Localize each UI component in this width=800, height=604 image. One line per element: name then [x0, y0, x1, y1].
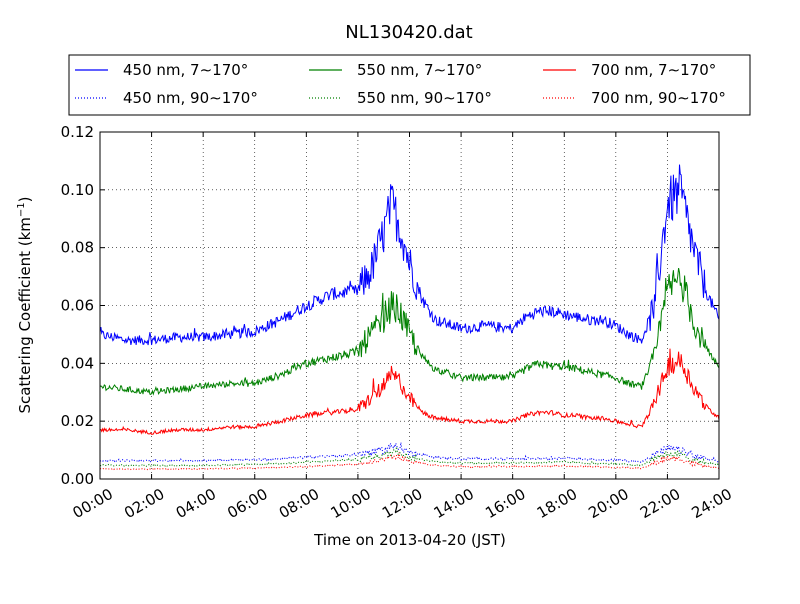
y-tick-label: 0.00 — [61, 470, 94, 488]
legend-label: 550 nm, 7∼170° — [357, 61, 482, 79]
legend-label: 550 nm, 90∼170° — [357, 89, 492, 107]
y-axis-label-text: Scattering Coefficient (km — [16, 217, 34, 413]
series-line-2 — [99, 267, 720, 396]
legend-label: 700 nm, 90∼170° — [591, 89, 726, 107]
legend-label: 450 nm, 7∼170° — [123, 61, 248, 79]
y-tick-label: 0.12 — [61, 123, 94, 141]
series-line-1 — [99, 164, 720, 346]
legend-box — [68, 54, 751, 116]
legend: 450 nm, 7∼170° 550 nm, 7∼170° 700 nm, 7∼17… — [68, 54, 751, 116]
plot-series — [99, 164, 720, 471]
legend-label: 700 nm, 7∼170° — [591, 61, 716, 79]
y-axis-label-close: ) — [16, 196, 34, 202]
series-line-3 — [99, 348, 720, 435]
y-tick-label: 0.02 — [61, 412, 94, 430]
y-tick-label: 0.10 — [61, 181, 94, 199]
chart-title: NL130420.dat — [345, 22, 472, 43]
y-tick-label: 0.04 — [61, 354, 94, 372]
y-axis-label-exponent: −1 — [16, 202, 27, 217]
legend-label: 450 nm, 90∼170° — [123, 89, 258, 107]
y-tick-label: 0.08 — [61, 239, 94, 257]
y-tick-label: 0.06 — [61, 297, 94, 315]
series-line-4 — [99, 441, 720, 464]
y-axis-label: Scattering Coefficient (km−1) — [16, 196, 34, 413]
x-axis-label: Time on 2013-04-20 (JST) — [313, 531, 506, 549]
